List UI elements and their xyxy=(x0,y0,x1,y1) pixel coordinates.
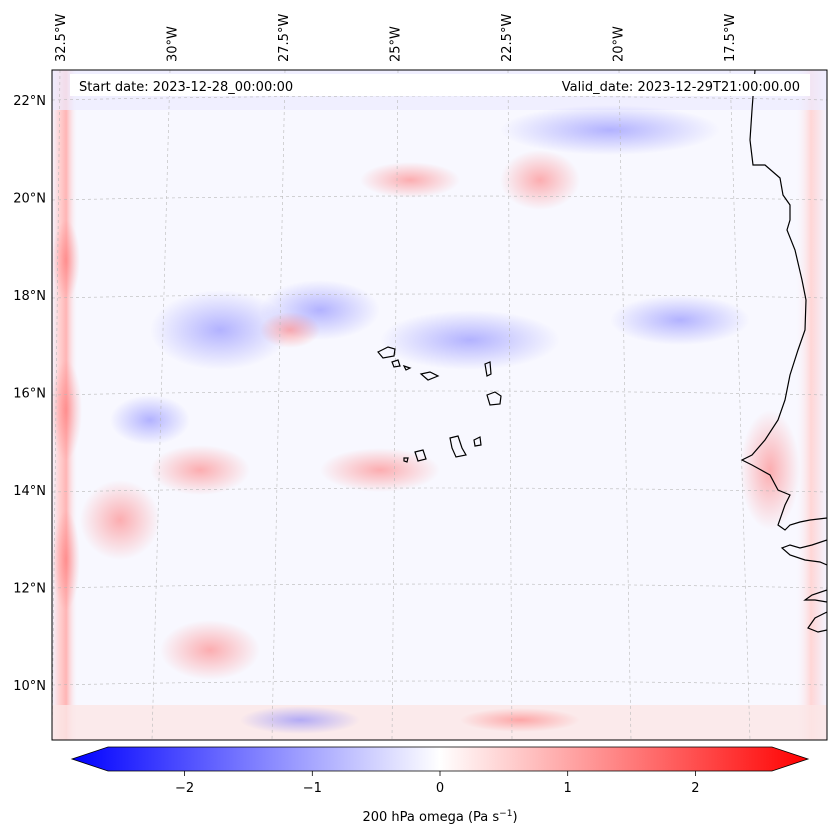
blue-patch xyxy=(610,295,750,345)
red-patch xyxy=(80,480,160,560)
colorbar-tick-label: −1 xyxy=(303,781,322,796)
island xyxy=(486,391,502,406)
meridian-17-5w xyxy=(729,70,751,740)
parallel-16n xyxy=(52,390,827,396)
longitude-tick-label: 20°W xyxy=(612,26,627,62)
blue-patch xyxy=(240,706,360,734)
meridian-25w xyxy=(391,70,399,740)
longitude-tick-label: 17.5°W xyxy=(723,14,738,62)
blue-patch xyxy=(150,290,290,370)
island xyxy=(403,457,409,463)
meridian-27-5w xyxy=(271,70,286,740)
island xyxy=(391,359,401,368)
latitude-tick-label: 18°N xyxy=(13,289,46,304)
parallel-10n xyxy=(52,680,827,686)
blue-patch xyxy=(500,105,720,155)
parallel-20n xyxy=(52,195,827,201)
red-patch xyxy=(150,445,250,495)
colorbar-label: 200 hPa omega (Pa s−1) xyxy=(362,809,517,825)
meridian-22-5w xyxy=(507,70,513,740)
latitude-tick-label: 16°N xyxy=(13,387,46,402)
red-patch xyxy=(52,510,80,610)
edge-band-south xyxy=(52,705,827,740)
africa-coastline xyxy=(740,70,827,531)
island xyxy=(484,361,492,377)
red-patch xyxy=(500,150,580,210)
latitude-tick-label: 20°N xyxy=(13,192,46,207)
latitude-tick-label: 14°N xyxy=(13,484,46,499)
cabo-verde-islands xyxy=(377,346,502,463)
colorbar-body xyxy=(70,746,810,772)
island xyxy=(473,436,482,447)
parallel-14n xyxy=(52,487,827,493)
colorbar-ticks: −2 −1 0 1 2 xyxy=(175,771,700,796)
colorbar: −2 −1 0 1 2 200 hPa omega (Pa s−1) xyxy=(70,746,810,825)
latitude-tick-label: 22°N xyxy=(13,94,46,109)
omega-field: Start date: 2023-12-28_00:00:00 Valid_da… xyxy=(52,70,827,740)
latitude-labels: 22°N 20°N 18°N 16°N 14°N 12°N 10°N xyxy=(13,94,46,694)
meridian-30w xyxy=(151,70,171,740)
latitude-tick-label: 10°N xyxy=(13,679,46,694)
edge-band-east xyxy=(795,70,827,740)
longitude-tick-label: 32.5°W xyxy=(54,14,69,62)
map-panel: Start date: 2023-12-28_00:00:00 Valid_da… xyxy=(51,69,828,741)
longitude-labels: 32.5°W 30°W 27.5°W 25°W 22.5°W 20°W 17.5°W xyxy=(54,14,738,62)
red-patch xyxy=(160,620,260,680)
island xyxy=(449,435,467,458)
island xyxy=(377,346,396,359)
parallel-12n xyxy=(52,583,827,589)
longitude-tick-label: 22.5°W xyxy=(500,14,515,62)
parallel-18n xyxy=(52,293,827,299)
colorbar-tick-label: −2 xyxy=(175,781,194,796)
island xyxy=(402,364,412,371)
red-patch xyxy=(740,410,800,530)
parallel-22n xyxy=(52,95,827,101)
island xyxy=(414,449,427,462)
red-patch xyxy=(360,162,460,198)
header-box xyxy=(70,74,810,96)
graticule xyxy=(52,70,827,740)
red-patch xyxy=(260,312,320,348)
red-patch xyxy=(52,220,80,300)
africa-coastline-south xyxy=(780,539,827,633)
meridian-32-5w xyxy=(52,70,61,740)
longitude-tick-label: 27.5°W xyxy=(277,14,292,62)
island xyxy=(419,371,440,381)
start-date-label: Start date: 2023-12-28_00:00:00 xyxy=(79,80,293,95)
red-patch xyxy=(52,360,82,460)
valid-date-label: Valid_date: 2023-12-29T21:00:00.00 xyxy=(562,80,800,95)
colorbar-tick-label: 0 xyxy=(436,781,444,796)
colorbar-tick-label: 1 xyxy=(564,781,572,796)
colorbar-tick-label: 2 xyxy=(691,781,699,796)
red-patch xyxy=(460,708,580,732)
meridian-20w xyxy=(618,70,632,740)
blue-patch xyxy=(110,395,190,445)
longitude-tick-label: 30°W xyxy=(166,26,181,62)
blue-patch xyxy=(380,310,560,370)
map-frame xyxy=(51,69,828,741)
longitude-tick-label: 25°W xyxy=(389,26,404,62)
red-patch xyxy=(320,448,440,492)
latitude-tick-label: 12°N xyxy=(13,582,46,597)
